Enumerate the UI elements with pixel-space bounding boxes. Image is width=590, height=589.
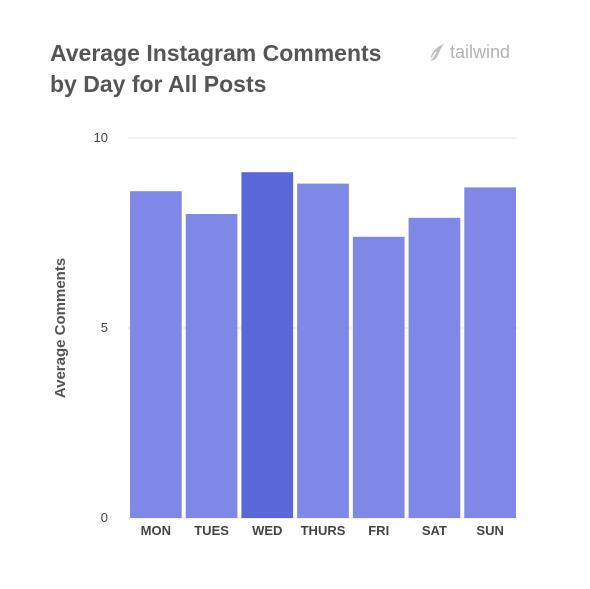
x-tick-label: FRI: [368, 523, 389, 538]
x-tick-label: THURS: [301, 523, 346, 538]
bar-tues: [185, 214, 238, 518]
x-tick-label: SUN: [476, 523, 503, 538]
chart-title: Average Instagram Comments by Day for Al…: [50, 40, 382, 97]
bars: [130, 172, 516, 519]
y-tick-label: 0: [101, 510, 108, 525]
x-tick-label: SAT: [422, 523, 447, 538]
bar-fri: [352, 236, 405, 519]
feather-icon: [429, 43, 444, 61]
x-tick-labels: MON TUES WED THURS FRI SAT SUN: [141, 523, 504, 538]
brand-name: tailwind: [450, 42, 511, 62]
y-axis-label: Average Comments: [52, 258, 69, 398]
x-tick-label: MON: [141, 523, 171, 538]
bar-wed: [241, 172, 294, 518]
bar-sun: [464, 187, 516, 518]
x-tick-label: TUES: [194, 523, 229, 538]
bar-sat: [408, 217, 461, 519]
y-tick-label: 5: [101, 320, 108, 335]
y-tick-labels: 0 5 10: [94, 130, 108, 525]
x-tick-label: WED: [252, 523, 282, 538]
bar-thurs: [297, 183, 349, 518]
y-tick-label: 10: [94, 130, 108, 145]
bar-mon: [130, 191, 182, 518]
brand-logo: tailwind: [428, 42, 510, 63]
